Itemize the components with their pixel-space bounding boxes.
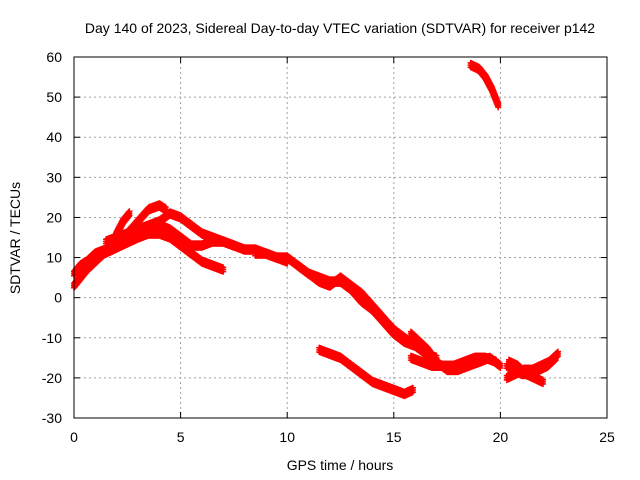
y-tick-label: -30 bbox=[42, 410, 62, 426]
y-tick-label: 30 bbox=[46, 169, 62, 185]
grid-lines bbox=[74, 57, 607, 418]
y-tick-label: 40 bbox=[46, 129, 62, 145]
y-tick-label: 20 bbox=[46, 209, 62, 225]
y-tick-label: 50 bbox=[46, 89, 62, 105]
x-tick-label: 20 bbox=[493, 429, 509, 445]
y-axis-label: SDTVAR / TECUs bbox=[7, 182, 23, 294]
data-points bbox=[71, 59, 561, 400]
x-tick-label: 5 bbox=[177, 429, 185, 445]
chart-title: Day 140 of 2023, Sidereal Day-to-day VTE… bbox=[85, 20, 595, 36]
y-tick-label: 60 bbox=[46, 49, 62, 65]
y-tick-label: 0 bbox=[54, 290, 62, 306]
y-tick-label: -10 bbox=[42, 330, 62, 346]
x-tick-label: 25 bbox=[599, 429, 615, 445]
x-tick-label: 0 bbox=[70, 429, 78, 445]
series-track-4 bbox=[102, 208, 291, 267]
data-point bbox=[220, 268, 227, 275]
x-tick-label: 15 bbox=[386, 429, 402, 445]
y-tick-label: 10 bbox=[46, 250, 62, 266]
x-tick-label: 10 bbox=[279, 429, 295, 445]
x-axis-label: GPS time / hours bbox=[287, 457, 394, 473]
y-tick-label: -20 bbox=[42, 370, 62, 386]
